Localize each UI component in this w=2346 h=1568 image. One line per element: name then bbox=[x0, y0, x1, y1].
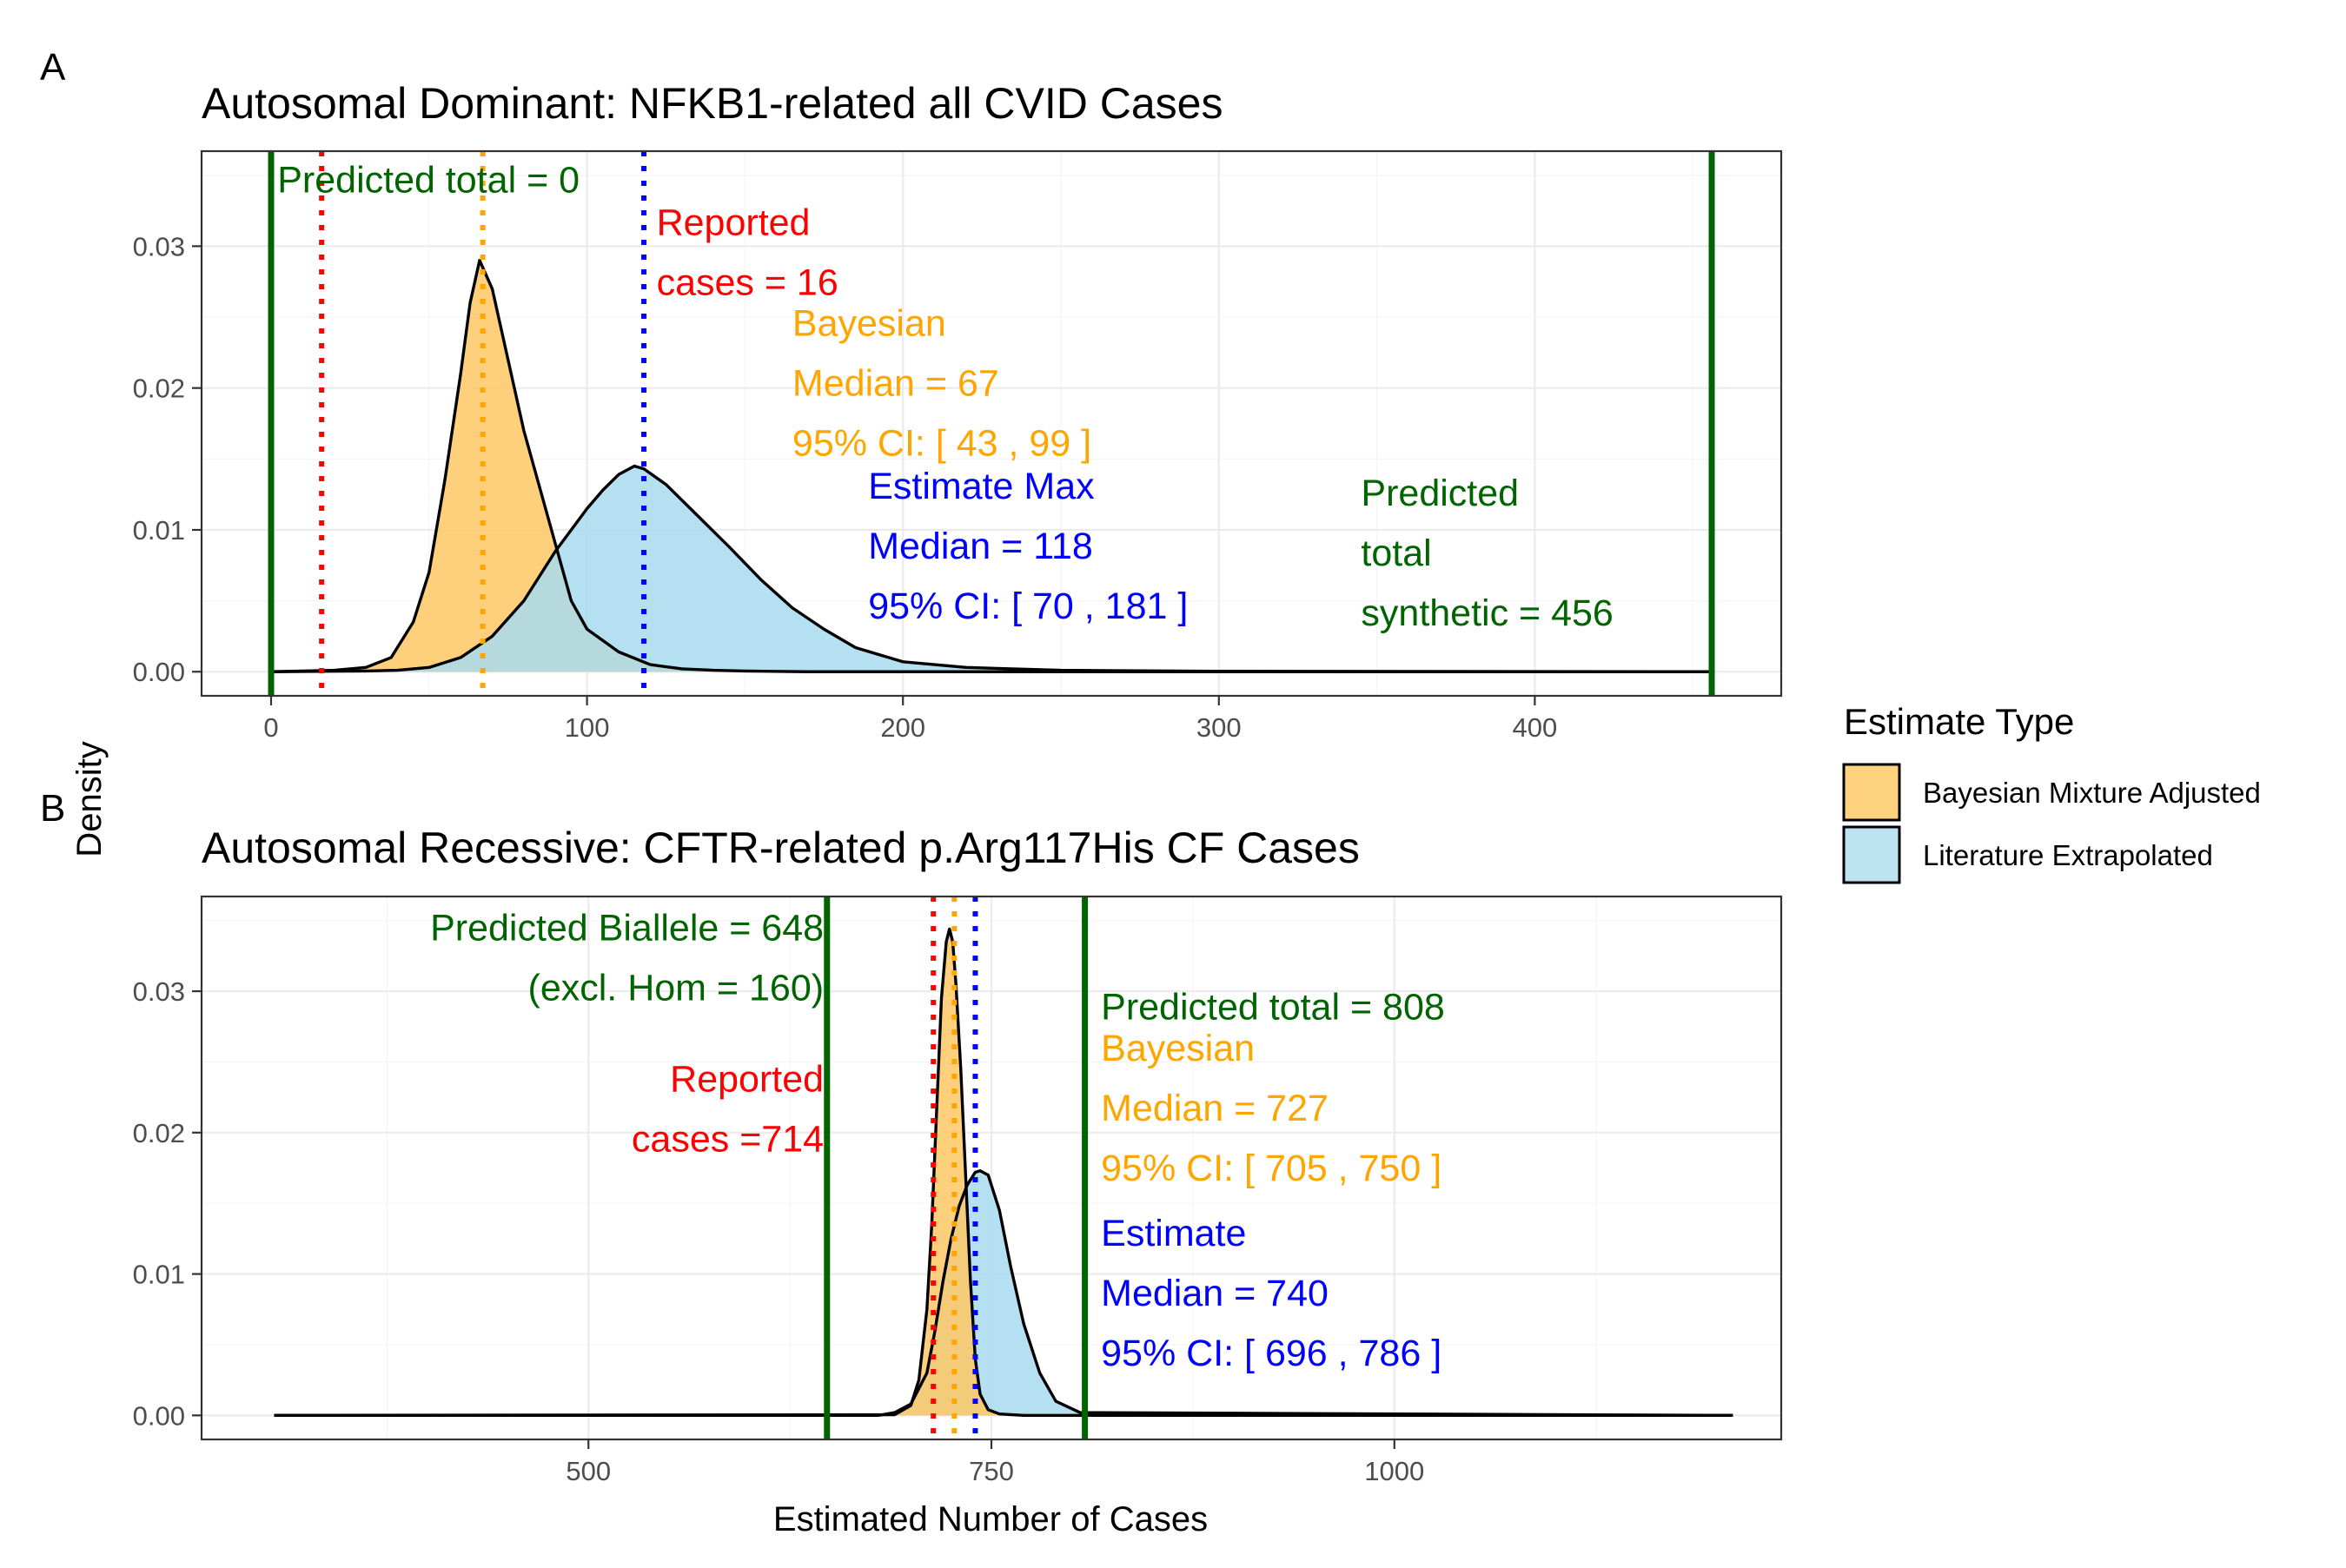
panel-b-annotation-total-2: Predicted total = 808 bbox=[1101, 987, 1445, 1029]
y-axis-title: Density bbox=[70, 741, 109, 857]
panel-b-x-tick-label: 750 bbox=[969, 1456, 1014, 1486]
panel-a-x-tick-label: 100 bbox=[565, 712, 610, 743]
panel-a-annotation-literature-3: 95% CI: [ 70 , 181 ] bbox=[868, 586, 1188, 627]
panel-a-curve-literature bbox=[270, 464, 1713, 673]
panel-a-annotation-literature-3: Estimate Max bbox=[868, 466, 1095, 507]
panel-a-annotation-literature-3: Median = 118 bbox=[868, 526, 1093, 567]
panel-a-y-tick-label: 0.00 bbox=[133, 657, 185, 687]
panel-a-annotation-bayesian-2: Bayesian bbox=[792, 302, 946, 344]
legend-title: Estimate Type bbox=[1844, 701, 2074, 742]
legend-key-literature bbox=[1842, 825, 1901, 884]
panel-b-annotation-literature-4: Estimate bbox=[1101, 1213, 1246, 1254]
panel-letter-b: B bbox=[40, 787, 65, 830]
panel-b-y-tick-label: 0.01 bbox=[133, 1260, 185, 1290]
panel-b-annotation-bayesian-3: Median = 727 bbox=[1101, 1088, 1329, 1129]
panel-a-annotation-reported-1: cases = 16 bbox=[657, 261, 838, 303]
panel-b-title: Autosomal Recessive: CFTR-related p.Arg1… bbox=[202, 824, 1360, 872]
legend-key-bayesian bbox=[1842, 763, 1901, 822]
panel-a-x-tick-label: 300 bbox=[1196, 712, 1242, 743]
x-axis-title: Estimated Number of Cases bbox=[773, 1500, 1208, 1538]
panel-a-annotation-bayesian-2: 95% CI: [ 43 , 99 ] bbox=[792, 422, 1091, 464]
panel-b-x-tick-label: 1000 bbox=[1364, 1456, 1424, 1486]
panel-letter-a: A bbox=[40, 46, 66, 89]
panel-a-annotation-bayesian-2: Median = 67 bbox=[792, 362, 999, 404]
panel-a-annotation-reported-1: Reported bbox=[657, 202, 811, 243]
panel-a-annotation-total-4: synthetic = 456 bbox=[1361, 592, 1613, 634]
panel-b-annotation-literature-4: 95% CI: [ 696 , 786 ] bbox=[1101, 1333, 1441, 1374]
panel-a-y-tick-label: 0.03 bbox=[133, 231, 185, 261]
legend-label-bayesian: Bayesian Mixture Adjusted bbox=[1923, 777, 2261, 809]
panel-b-annotation-bayesian-3: Bayesian bbox=[1101, 1028, 1255, 1069]
panel-a-frame bbox=[200, 149, 1783, 698]
panel-a-plot: Predicted total = 0 Reported cases = 16Bay… bbox=[133, 149, 1783, 743]
panel-b-annotation-reported-1: Reported bbox=[670, 1059, 824, 1101]
panel-b-y-tick-label: 0.00 bbox=[133, 1400, 185, 1431]
panel-b-area-literature bbox=[274, 1170, 1733, 1416]
panel-b-annotation-bayesian-3: 95% CI: [ 705 , 750 ] bbox=[1101, 1148, 1441, 1189]
panel-b-x-tick-label: 500 bbox=[566, 1456, 611, 1486]
legend: Estimate Type Bayesian Mixture Adjusted … bbox=[1842, 701, 2261, 884]
legend-label-literature: Literature Extrapolated bbox=[1923, 839, 2213, 871]
panel-b-plot: Predicted Biallele = 648 (excl. Hom = 160… bbox=[133, 895, 1783, 1486]
panel-a-curve-bayesian bbox=[270, 259, 1713, 673]
panel-b-y-tick-label: 0.02 bbox=[133, 1118, 185, 1148]
panel-a-x-tick-label: 0 bbox=[263, 712, 278, 743]
panel-a-area-bayesian bbox=[270, 260, 1713, 672]
panel-b-annotation-total-0: Predicted Biallele = 648 bbox=[430, 907, 824, 949]
panel-a-area-literature bbox=[270, 466, 1713, 672]
panel-a-x-tick-label: 200 bbox=[880, 712, 925, 743]
panel-a-y-tick-label: 0.02 bbox=[133, 374, 185, 404]
panel-a-annotation-total-0: Predicted total = 0 bbox=[277, 159, 580, 201]
panel-a-annotation-total-4: total bbox=[1361, 533, 1431, 574]
panel-b-annotation-reported-1: cases =714 bbox=[632, 1119, 824, 1161]
panel-a-y-tick-label: 0.01 bbox=[133, 515, 185, 546]
panel-a-title: Autosomal Dominant: NFKB1-related all CV… bbox=[202, 79, 1223, 128]
panel-b-annotation-total-0: (excl. Hom = 160) bbox=[528, 967, 825, 1009]
panel-b-y-tick-label: 0.03 bbox=[133, 976, 185, 1007]
panel-b-annotation-literature-4: Median = 740 bbox=[1101, 1273, 1329, 1314]
panel-a-annotation-total-4: Predicted bbox=[1361, 473, 1519, 514]
panel-a-x-tick-label: 400 bbox=[1513, 712, 1558, 743]
